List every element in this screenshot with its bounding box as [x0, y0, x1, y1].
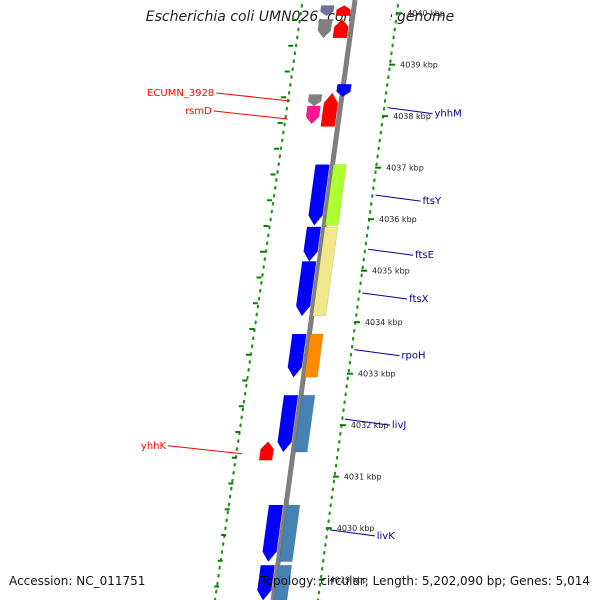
label-livJ: livJ — [392, 420, 406, 431]
scale-tick-label: 4039 kbp — [400, 61, 438, 70]
leader-rpoH — [354, 349, 400, 357]
feature-livJ — [277, 395, 299, 453]
scale-tick-label: 4038 kbp — [393, 112, 431, 121]
feature-f_next — [257, 564, 276, 600]
leader-ftsX — [362, 292, 408, 300]
feature-f2 — [335, 5, 352, 17]
label-ftsY: ftsY — [423, 196, 442, 207]
scale-tick-label: 4032 kbp — [351, 421, 389, 430]
feature-rsmD — [305, 105, 321, 125]
feature-f3 — [317, 19, 333, 39]
leader-livJ — [344, 418, 390, 426]
feature-f_next_cog — [273, 564, 293, 600]
feature-ftsY_cog — [324, 164, 347, 226]
feature-ftsE — [303, 226, 322, 262]
scale-tick-label: 4030 kbp — [337, 524, 375, 533]
feature-rpoH — [287, 333, 307, 378]
feature-f1 — [320, 5, 335, 17]
accession-label: Accession: NC_011751 — [9, 574, 146, 588]
scale-ticks: 4040 kbp 4039 kbp 4038 kbp 4037 kbp 4036 kbp… — [318, 9, 445, 585]
scale-tick-label: 4040 kbp — [407, 9, 445, 18]
feature-rpoH_cog — [304, 333, 324, 378]
dotted-guides — [213, 3, 400, 600]
leader-ftsE — [368, 248, 414, 256]
scale-tick-label: 4034 kbp — [365, 318, 403, 327]
leader-yhhM — [387, 107, 433, 115]
feature-f4 — [332, 18, 349, 39]
feature-rsmD_fwd — [320, 92, 339, 127]
feature-ftsY — [308, 164, 330, 226]
feature-livK_cog — [278, 504, 301, 562]
leader-rsmD — [213, 110, 288, 120]
scale-tick-label: 4035 kbp — [372, 267, 410, 276]
label-ftsX: ftsX — [409, 294, 428, 305]
feature-ftsEX_cog — [312, 226, 339, 317]
label-yhhK: yhhK — [141, 441, 167, 452]
scale-tick-label: 4036 kbp — [379, 215, 417, 224]
feature-livK — [262, 504, 284, 563]
scale-tick-label: 4031 kbp — [344, 473, 382, 482]
feature-f5 — [336, 83, 352, 97]
feature-ftsX — [295, 261, 317, 317]
scale-tick-label: 4037 kbp — [386, 164, 424, 173]
leader-livK — [329, 529, 375, 537]
genome-summary: Topology: circular; Length: 5,202,090 bp… — [260, 574, 590, 588]
backbone-line — [270, 0, 358, 600]
leader-ECUMN_3928 — [216, 92, 291, 102]
scale-tick-label: 4029 kbp — [330, 576, 368, 585]
leader-yhhK — [168, 445, 243, 455]
feature-livJ_cog — [293, 395, 316, 453]
label-rpoH: rpoH — [401, 351, 425, 362]
leader-ftsY — [375, 194, 421, 202]
label-livK: livK — [377, 531, 395, 542]
label-yhhM: yhhM — [434, 109, 461, 120]
feature-yhhK — [258, 441, 274, 461]
label-ECUMN_3928: ECUMN_3928 — [147, 88, 214, 99]
scale-tick-label: 4033 kbp — [358, 370, 396, 379]
label-rsmD: rsmD — [185, 106, 212, 117]
features — [257, 5, 352, 600]
feature-ECUMN_3928 — [307, 94, 323, 107]
feature-labels: ECUMN_3928 rsmD yhhM ftsY ftsE ftsX rpoH livJ yh… — [141, 88, 462, 542]
label-ftsE: ftsE — [415, 250, 434, 261]
